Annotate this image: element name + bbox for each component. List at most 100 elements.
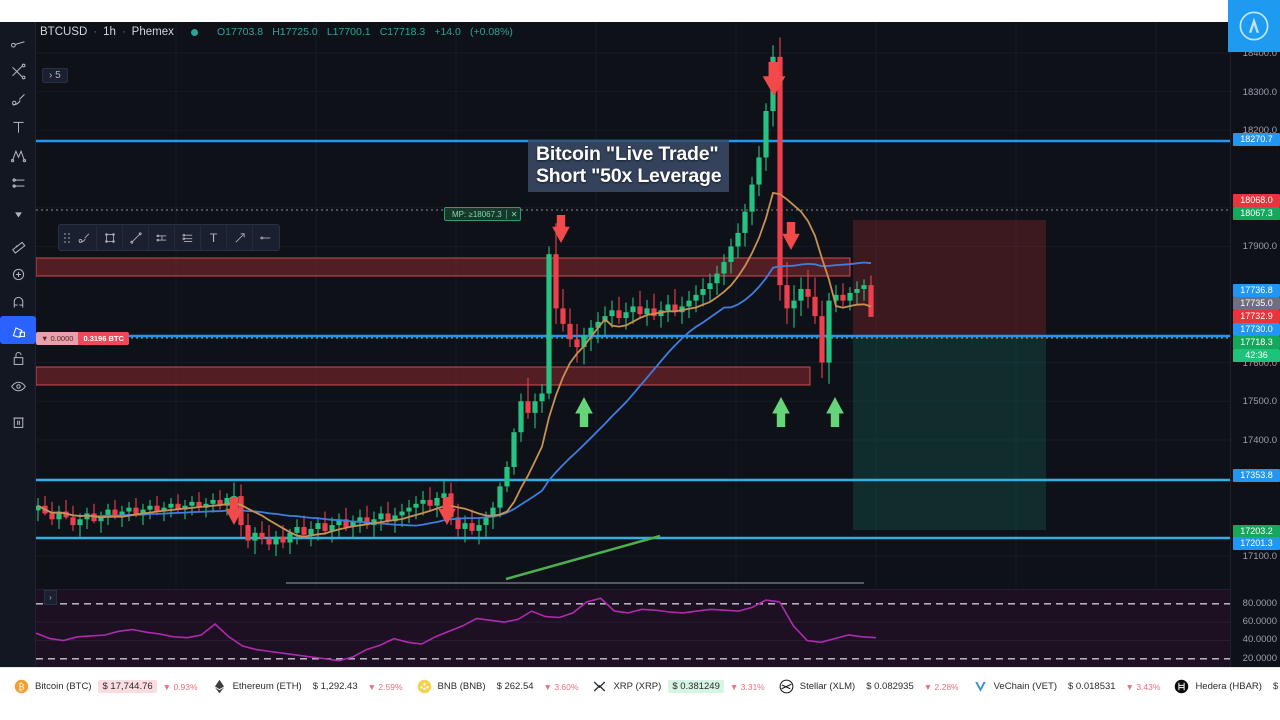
legend-exchange[interactable]: Phemex — [131, 26, 174, 38]
price-axis-tick: 17400.0 — [1242, 434, 1277, 446]
down-arrow-icon — [552, 215, 570, 243]
position-size: 0.3196 BTC — [78, 332, 129, 345]
trade-annotation[interactable]: Bitcoin "Live Trade" Short "50x Leverage — [528, 140, 730, 192]
price-scale-label[interactable]: 18068.0 — [1233, 194, 1280, 207]
ticker-item[interactable]: XRP (XRP) $ 0.381249 ▼ 3.31% — [592, 679, 765, 694]
price-pane[interactable] — [36, 22, 1230, 587]
curve-brush-icon[interactable] — [71, 224, 97, 251]
price-scale-label[interactable]: 17736.8 — [1233, 284, 1280, 297]
mark-price-badge[interactable]: MP: ≥18067.3 ✕ — [444, 207, 522, 221]
down-arrow-icon — [782, 222, 800, 250]
ticker-change: ▼ 3.31% — [729, 681, 765, 692]
ticker-change: ▼ 3.60% — [543, 681, 579, 692]
up-arrow-icon — [826, 397, 844, 427]
price-scale-label[interactable]: 18067.3 — [1233, 207, 1280, 220]
drag-handle-icon[interactable] — [59, 224, 71, 251]
bnb-icon — [417, 679, 432, 694]
cursor-crosshair-icon[interactable] — [0, 29, 36, 57]
horizontal-ray-icon[interactable] — [253, 224, 279, 251]
lock-icon[interactable] — [0, 344, 36, 372]
trend-line-icon[interactable] — [123, 224, 149, 251]
legend-sep2: · — [121, 26, 126, 38]
ticker-item[interactable]: VeChain (VET) $ 0.018531 ▼ 3.43% — [973, 679, 1161, 694]
annotation-line-2: Short "50x Leverage — [536, 165, 722, 187]
measure-icon[interactable] — [0, 169, 36, 197]
ticker-name: BNB (BNB) — [437, 681, 486, 692]
up-arrow-icon — [772, 397, 790, 427]
text-icon[interactable] — [0, 113, 36, 141]
position-pnl: ▼ 0.0000 — [36, 332, 79, 345]
price-scale[interactable]: 18400.018300.018200.018000.017900.017600… — [1230, 22, 1280, 667]
ticker-item[interactable]: Ethereum (ETH) $ 1,292.43 ▼ 2.59% — [212, 679, 403, 694]
price-scale-label[interactable]: 17735.0 — [1233, 297, 1280, 310]
mark-price-label: MP: ≥18067.3 — [452, 209, 502, 219]
ticker-item[interactable]: ₿ Bitcoin (BTC) $ 17,744.76 ▼ 0.93% — [14, 679, 198, 694]
price-scale-label[interactable]: 17732.9 — [1233, 310, 1280, 323]
highlighter-icon[interactable] — [0, 316, 36, 344]
zoom-icon[interactable] — [0, 260, 36, 288]
hedera-icon — [1174, 679, 1189, 694]
arrow-tool-icon[interactable] — [227, 224, 253, 251]
chart-legend[interactable]: BTCUSD · 1h · Phemex O17703.8 H17725.0 L… — [40, 26, 513, 38]
price-axis-tick: 17600.0 — [1242, 357, 1277, 369]
eye-icon[interactable] — [0, 372, 36, 400]
ethereum-icon — [212, 679, 227, 694]
ticker-item[interactable]: BNB (BNB) $ 262.54 ▼ 3.60% — [417, 679, 579, 694]
interval-badge[interactable]: › 5 — [42, 68, 68, 83]
channel-logo-icon — [1239, 11, 1269, 41]
trash-icon[interactable] — [0, 407, 36, 435]
position-badge[interactable]: ▼ 0.0000 0.3196 BTC — [36, 332, 129, 345]
down-arrow-icon — [438, 497, 456, 525]
magnet-icon[interactable] — [0, 288, 36, 316]
rectangle-icon[interactable] — [97, 224, 123, 251]
signal-arrow-markers — [225, 62, 844, 525]
close-icon[interactable]: ✕ — [505, 209, 517, 219]
legend-sep1: · — [93, 26, 98, 38]
short-position-icon[interactable] — [175, 224, 201, 251]
ohlc-low: L17700.1 — [326, 26, 371, 38]
drawing-toolbar[interactable] — [0, 22, 36, 667]
price-scale-label[interactable]: 17718.3 — [1233, 336, 1280, 349]
chart-plot-area[interactable] — [36, 22, 1230, 667]
oscillator-axis-tick: 20.0000 — [1242, 652, 1277, 664]
up-arrow-icon — [575, 397, 593, 427]
arrow-down-icon[interactable] — [0, 197, 36, 225]
interval-badge-label: 5 — [55, 70, 61, 81]
price-scale-label[interactable]: 42:36 — [1233, 349, 1280, 362]
text-tool-icon[interactable]: T — [201, 224, 227, 251]
price-scale-label[interactable]: 18270.7 — [1233, 133, 1280, 146]
ticker-name: Ethereum (ETH) — [232, 681, 302, 692]
ruler-icon[interactable] — [0, 232, 36, 260]
ticker-price: $ 0.082935 — [866, 681, 914, 692]
ohlc-change-pct: (+0.08%) — [469, 26, 513, 38]
price-scale-label[interactable]: 17203.2 — [1233, 525, 1280, 538]
oscillator-axis-tick: 60.0000 — [1242, 616, 1277, 628]
price-scale-label[interactable]: 17201.3 — [1233, 537, 1280, 550]
ticker-price: $ 17,744.76 — [98, 680, 157, 693]
ticker-change: ▼ 3.43% — [1125, 681, 1161, 692]
chart-overlay-shapes — [36, 139, 1230, 584]
ticker-item[interactable]: Stellar (XLM) $ 0.082935 ▼ 2.28% — [779, 679, 959, 694]
annotation-line-1: Bitcoin "Live Trade" — [536, 143, 719, 165]
oscillator-pane[interactable] — [36, 589, 1230, 667]
legend-symbol[interactable]: BTCUSD — [40, 26, 88, 38]
down-arrow-icon — [225, 497, 243, 525]
legend-interval[interactable]: 1h — [103, 26, 116, 38]
ticker-price: $ 0.381249 — [668, 680, 724, 693]
crypto-ticker-bar[interactable]: ₿ Bitcoin (BTC) $ 17,744.76 ▼ 0.93% Ethereum… — [0, 667, 1280, 705]
price-axis-tick: 17100.0 — [1242, 551, 1277, 563]
ticker-name: Bitcoin (BTC) — [35, 681, 92, 692]
long-position-icon[interactable] — [149, 224, 175, 251]
price-axis-tick: 17900.0 — [1242, 241, 1277, 253]
crosshair-tools-icon[interactable] — [0, 57, 36, 85]
ohlc-open: O17703.8 — [216, 26, 264, 38]
price-scale-label[interactable]: 17730.0 — [1233, 323, 1280, 336]
brush-icon[interactable] — [0, 85, 36, 113]
floating-drawing-toolbar[interactable]: T — [58, 224, 280, 251]
channel-logo — [1228, 0, 1280, 52]
pane-collapse-chevron[interactable]: › — [44, 590, 57, 605]
ticker-item[interactable]: Hedera (HBAR)$ 0.045765▼ 2.88% — [1174, 679, 1280, 694]
price-scale-label[interactable]: 17353.8 — [1233, 469, 1280, 482]
pattern-icon[interactable] — [0, 141, 36, 169]
price-axis-tick: 18300.0 — [1242, 86, 1277, 98]
